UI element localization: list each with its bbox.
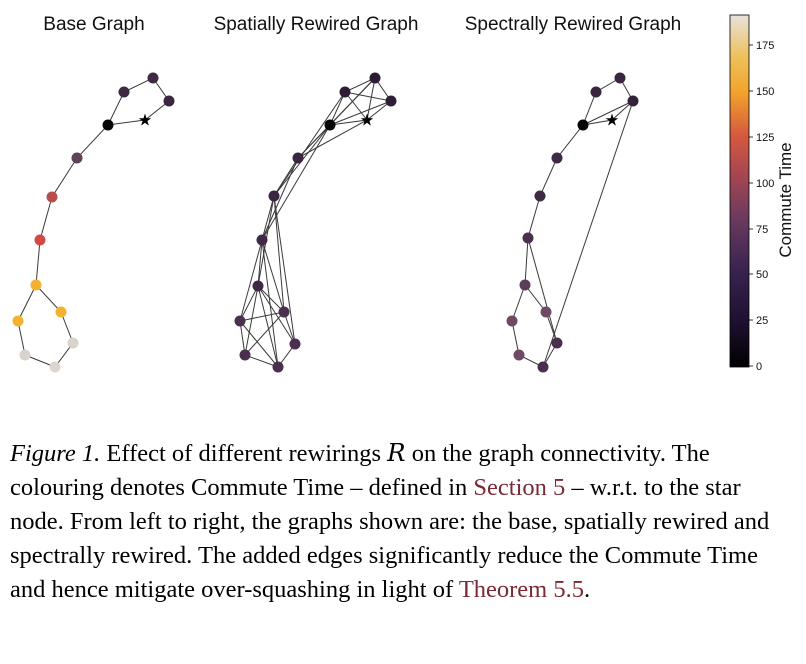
colorbar-tick-label: 50	[756, 269, 768, 281]
caption-math-symbol: R	[387, 438, 406, 467]
spatial-graph-nodes	[234, 72, 397, 373]
caption-text: – w.r.t. to the star node. From left to …	[10, 474, 770, 603]
panel-title-base: Base Graph	[43, 14, 144, 35]
colorbar-ticks	[749, 44, 753, 367]
base-graph	[12, 72, 175, 373]
colorbar-tick-label: 125	[756, 132, 774, 144]
panel-title-spectral: Spectrally Rewired Graph	[465, 14, 681, 35]
colorbar: 0 25 50 75 100 125 150 175 Commute Time	[729, 14, 795, 373]
caption-text: Effect of different rewirings	[100, 440, 388, 467]
colorbar-tick-label: 75	[756, 224, 768, 236]
theorem-reference-link[interactable]: Theorem 5.5	[458, 576, 584, 603]
spectral-graph-nodes	[506, 72, 639, 373]
figure-graphs: Base Graph Spatially Rewired Graph Spect…	[12, 14, 795, 373]
caption-text: on the graph connectivity.	[405, 440, 666, 467]
colorbar-tick-label: 150	[756, 86, 774, 98]
colorbar-tick-label: 175	[756, 40, 774, 52]
colorbar-label: Commute Time	[776, 142, 795, 257]
caption-text: The colouring denotes Commute Time – def…	[10, 440, 710, 501]
colorbar-tick-label: 0	[756, 361, 762, 373]
spatial-graph-edges	[239, 77, 392, 368]
caption-figure-label: Figure 1.	[10, 440, 101, 467]
panel-title-spatial: Spatially Rewired Graph	[214, 14, 419, 35]
spectral-graph	[506, 72, 639, 373]
colorbar-tick-label: 25	[756, 315, 768, 327]
base-graph-nodes	[12, 72, 175, 373]
figure-caption: Figure 1. Effect of different rewirings …	[10, 436, 798, 607]
colorbar-tick-label: 100	[756, 178, 774, 190]
section-reference-link[interactable]: Section 5	[473, 474, 566, 501]
spatial-graph	[234, 72, 397, 373]
colorbar-gradient	[729, 14, 750, 368]
caption-text: .	[584, 576, 591, 603]
spectral-graph-edges	[511, 77, 634, 368]
